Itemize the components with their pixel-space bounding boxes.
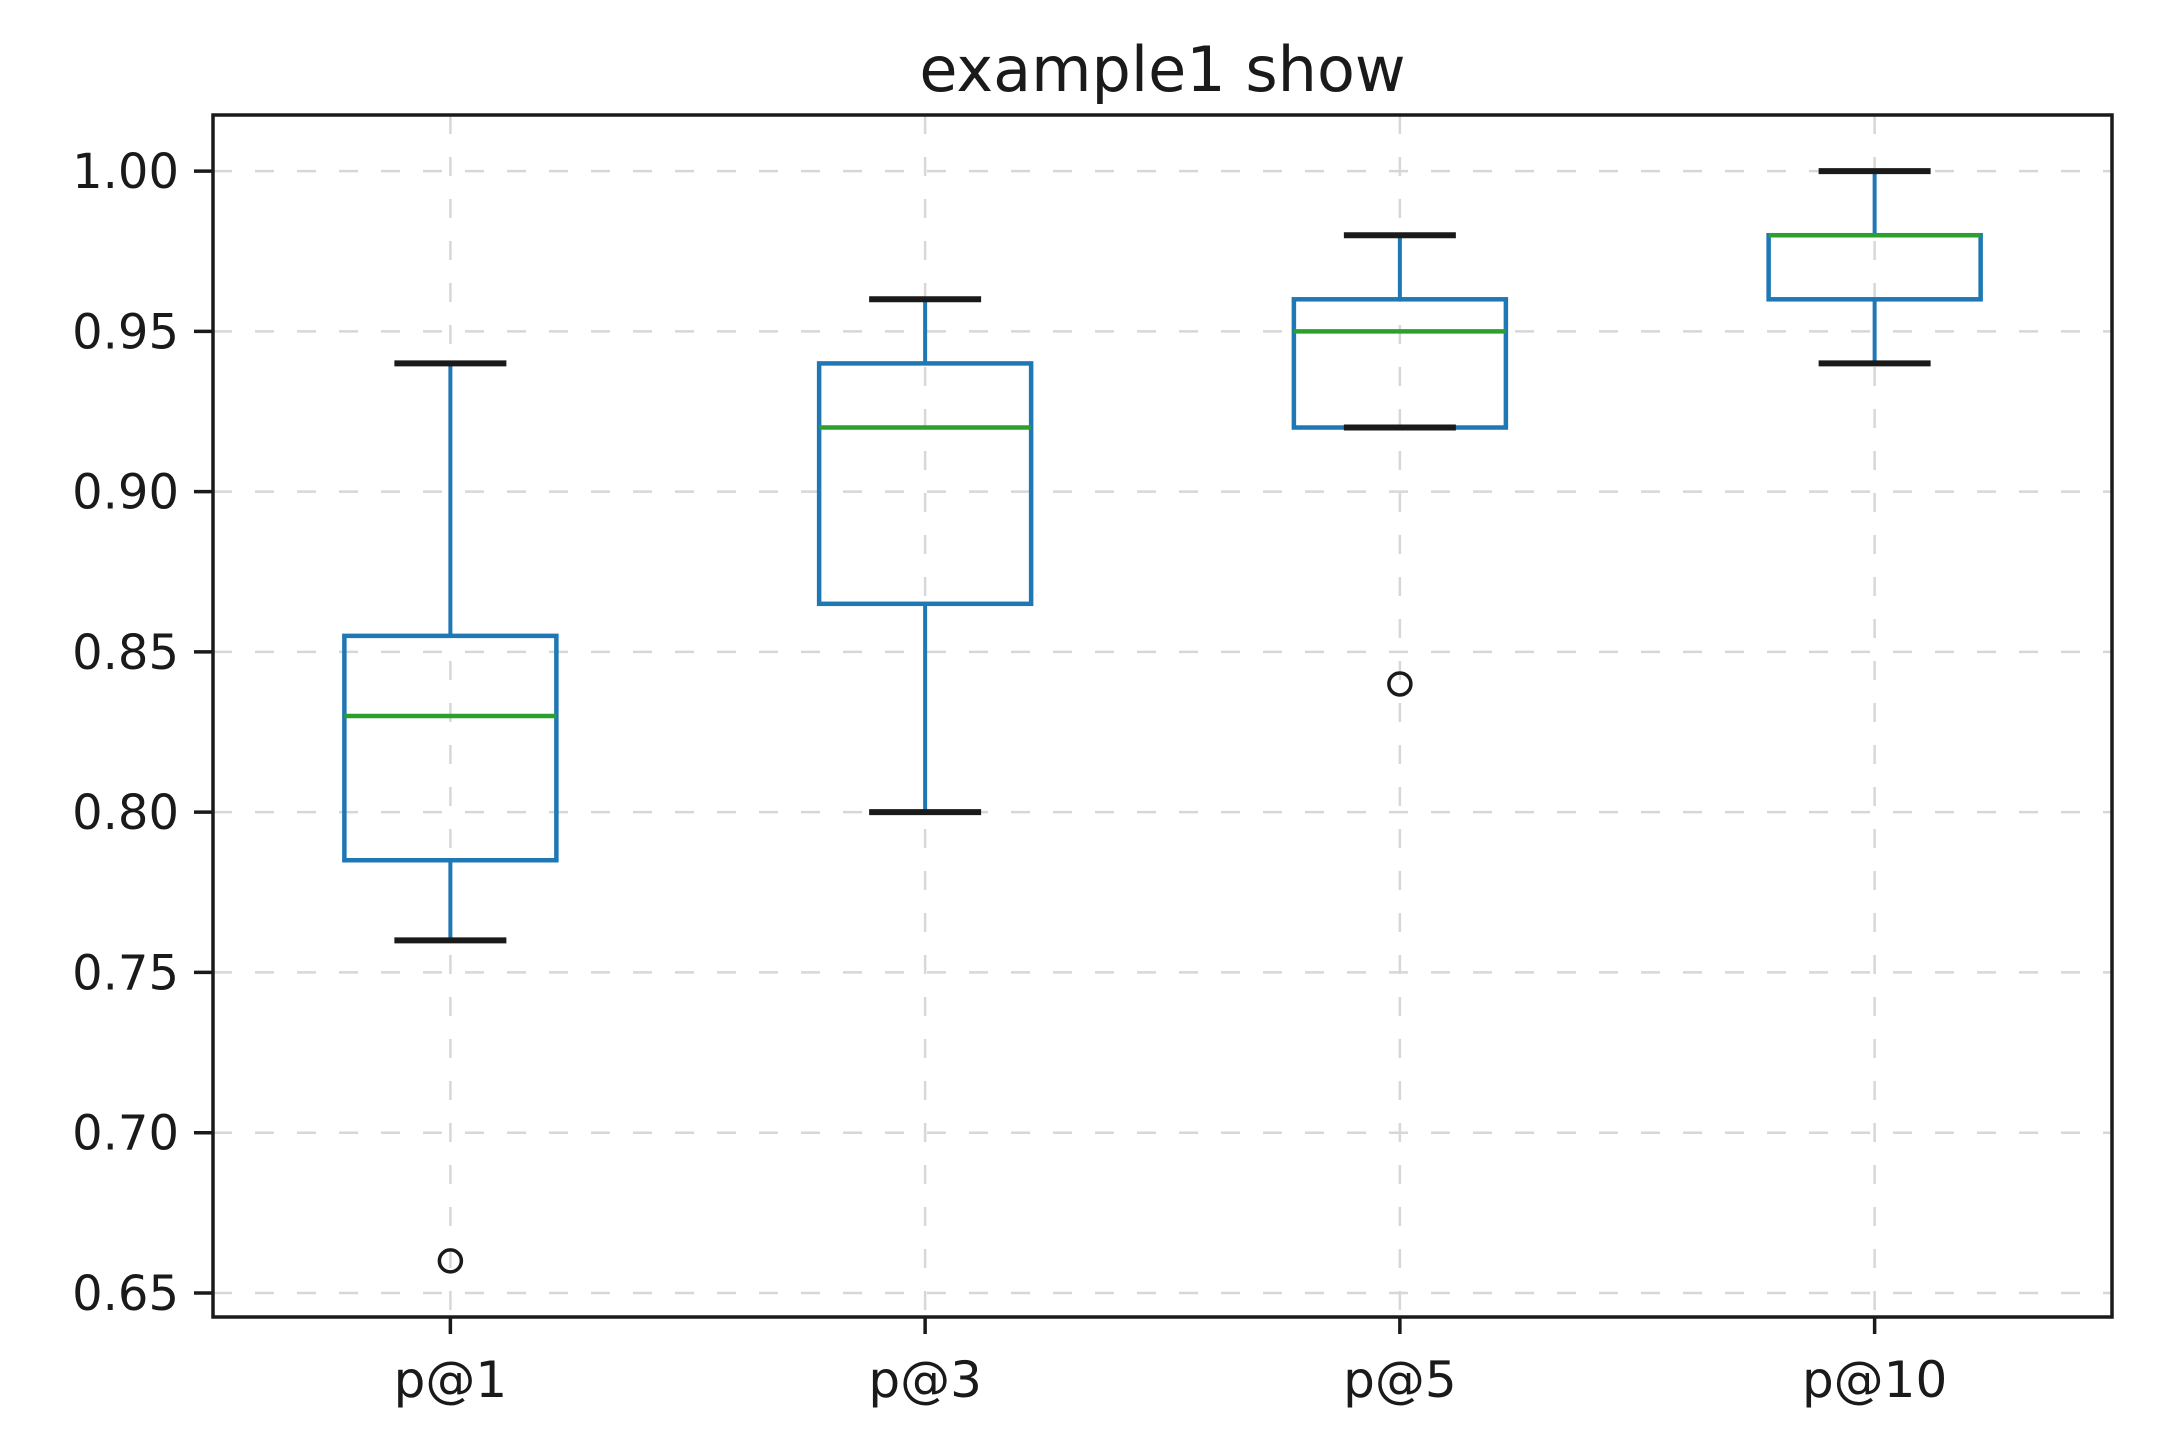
axes-border — [211, 113, 2114, 1319]
y-tick-label: 0.95 — [72, 304, 179, 360]
y-tick-label: 0.75 — [72, 945, 179, 1001]
x-tick-label: p@10 — [1802, 1351, 1947, 1409]
y-tick-label: 1.00 — [72, 144, 179, 200]
y-tick-label: 0.90 — [72, 465, 179, 521]
outlier-point — [437, 1248, 464, 1274]
y-tick-label: 0.80 — [72, 785, 179, 841]
x-tick-label: p@1 — [394, 1351, 508, 1409]
y-tick-label: 0.65 — [72, 1266, 179, 1322]
outlier-point — [1387, 671, 1413, 697]
y-tick-label: 0.85 — [72, 625, 179, 681]
box — [816, 361, 1034, 607]
x-tick-label: p@5 — [1343, 1351, 1457, 1409]
x-tick-label: p@3 — [868, 1351, 982, 1409]
y-tick-label: 0.70 — [72, 1106, 179, 1162]
chart-title: example1 show — [919, 33, 1406, 106]
box — [342, 633, 559, 863]
